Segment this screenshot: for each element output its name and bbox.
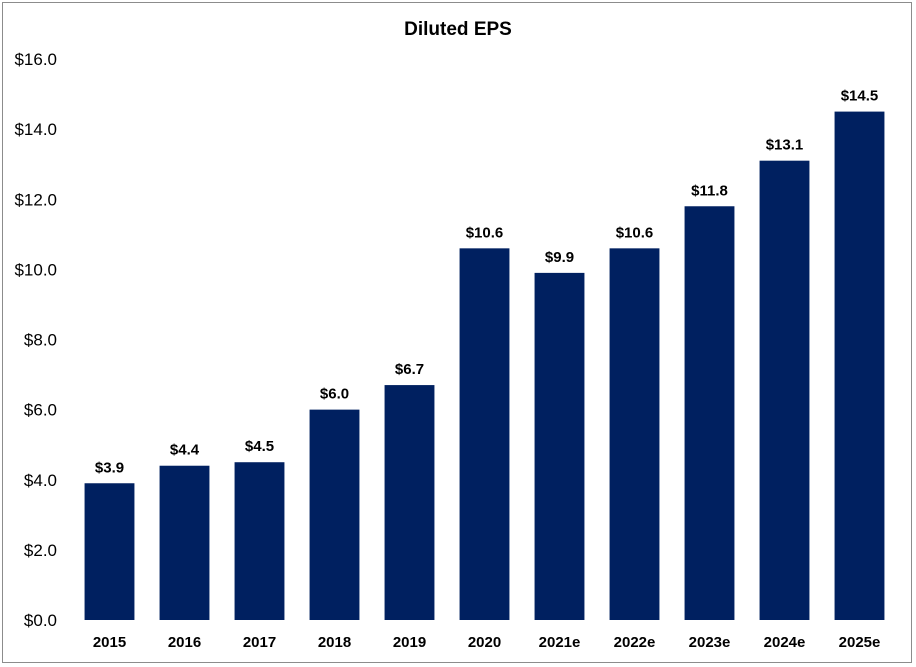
data-labels: $3.9 $4.4 $4.5 $6.0 $6.7 $10.6 $9.9 $10.6 $11.8 $… [95,88,878,477]
data-label: $6.0 [320,386,349,403]
data-label: $10.6 [616,224,654,241]
data-label: $13.1 [766,137,804,154]
bar [234,462,285,620]
bar [84,483,135,620]
y-tick-label: $2.0 [24,541,57,560]
bars [84,111,885,620]
data-label: $10.6 [466,224,504,241]
y-tick-label: $14.0 [14,120,57,139]
x-tick-label: 2022e [614,634,656,651]
x-axis: 2015 2016 2017 2018 2019 2020 2021e 2022e 2023e 2… [93,634,881,651]
x-tick-label: 2021e [539,634,581,651]
y-tick-label: $12.0 [14,190,57,209]
data-label: $3.9 [95,459,124,476]
bar [609,248,660,620]
data-label: $4.5 [245,438,274,455]
data-label: $9.9 [545,249,574,266]
chart-title: Diluted EPS [404,19,512,40]
bar-chart: Diluted EPS $0.0 $2.0 $4.0 $6.0 $8.0 $10.0 $12… [14,19,885,651]
bar [834,111,885,620]
bar [534,272,585,620]
data-label: $4.4 [170,442,200,459]
x-tick-label: 2020 [468,634,501,651]
bar [459,248,510,620]
x-tick-label: 2018 [318,634,351,651]
x-tick-label: 2019 [393,634,426,651]
bar [684,206,735,620]
x-tick-label: 2015 [93,634,126,651]
x-tick-label: 2025e [839,634,881,651]
y-tick-label: $6.0 [24,401,57,420]
x-tick-label: 2024e [764,634,806,651]
y-tick-label: $0.0 [24,611,57,630]
bar [759,160,810,620]
y-axis: $0.0 $2.0 $4.0 $6.0 $8.0 $10.0 $12.0 $14.0 $16.0 [14,50,57,630]
bar [309,409,360,620]
y-tick-label: $8.0 [24,331,57,350]
data-label: $14.5 [841,88,879,105]
bar [159,465,210,620]
data-label: $6.7 [395,361,424,378]
y-tick-label: $10.0 [14,260,57,279]
x-tick-label: 2023e [689,634,731,651]
bar [384,385,435,620]
x-tick-label: 2016 [168,634,201,651]
data-label: $11.8 [691,182,728,199]
x-tick-label: 2017 [243,634,276,651]
y-tick-label: $4.0 [24,471,57,490]
y-tick-label: $16.0 [14,50,57,69]
